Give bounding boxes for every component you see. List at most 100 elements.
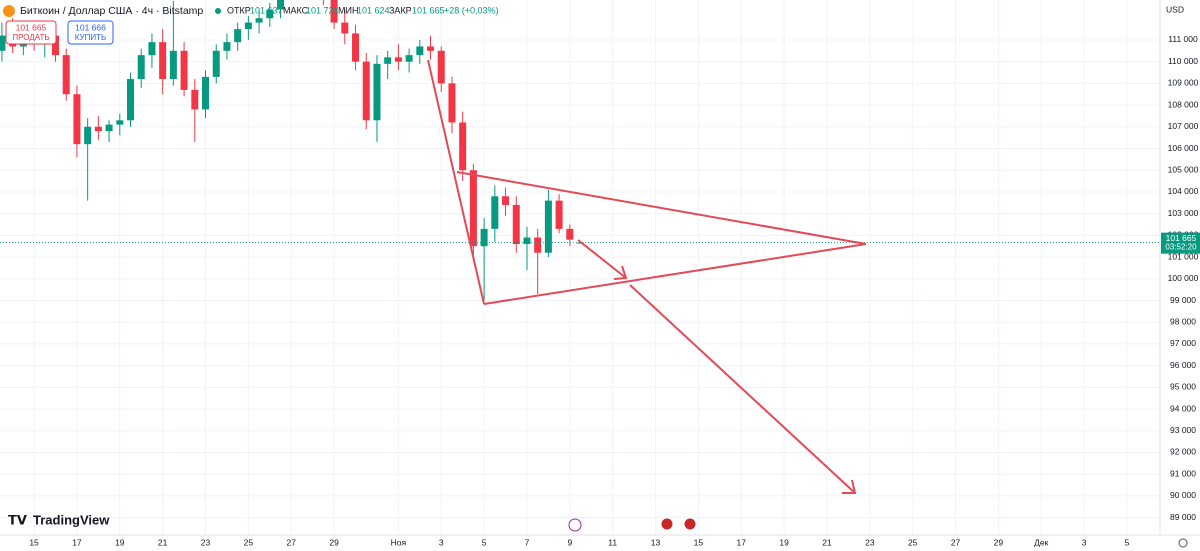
x-tick-label: Ноя <box>391 537 407 547</box>
candle-body <box>373 63 381 121</box>
candle-body <box>62 55 70 95</box>
buy-label[interactable]: КУПИТЬ <box>75 33 106 42</box>
currency[interactable]: USD <box>1166 4 1184 14</box>
coin-icon <box>3 5 15 17</box>
sell-label[interactable]: ПРОДАТЬ <box>12 33 49 42</box>
y-tick-label: 95 000 <box>1170 382 1196 392</box>
y-tick-label: 110 000 <box>1168 56 1198 66</box>
ohlc-value: 101 637 <box>250 5 283 15</box>
x-tick-label: 15 <box>694 537 704 547</box>
y-tick-label: 107 000 <box>1168 121 1199 131</box>
candle-body <box>212 50 220 77</box>
drawings <box>427 59 867 494</box>
candle-body <box>555 200 563 229</box>
x-tick-label: 25 <box>908 537 918 547</box>
y-tick-label: 99 000 <box>1170 295 1196 305</box>
y-tick-label: 106 000 <box>1168 143 1199 153</box>
x-tick-label: 23 <box>201 537 211 547</box>
candle-body <box>427 46 435 51</box>
x-tick-label: 9 <box>567 537 572 547</box>
arrow <box>577 239 628 280</box>
candle-body <box>405 55 413 62</box>
candle-body <box>223 42 231 51</box>
x-tick-label: 21 <box>158 537 168 547</box>
countdown: 03:52:20 <box>1165 243 1197 252</box>
price-tag <box>1161 232 1200 254</box>
candle-body <box>244 22 252 30</box>
x-tick-label: 7 <box>525 537 530 547</box>
x-tick-label: 5 <box>482 537 487 547</box>
candle-body <box>534 237 542 253</box>
change: +28 (+0,03%) <box>444 5 499 15</box>
x-tick-label: 23 <box>865 537 875 547</box>
y-tick-label: 109 000 <box>1168 78 1199 88</box>
buy-box[interactable] <box>67 20 114 45</box>
candle-body <box>234 29 242 43</box>
y-tick-label: 98 000 <box>1170 316 1196 326</box>
sell-price[interactable]: 101 665 <box>16 22 47 32</box>
trend-line <box>427 59 485 305</box>
candle-body <box>180 50 188 90</box>
trend-line <box>483 243 867 305</box>
x-tick-label: 21 <box>822 537 832 547</box>
ohlc-label: ОТКР <box>227 5 251 15</box>
candle-body <box>512 204 520 245</box>
x-tick-label: 17 <box>72 537 82 547</box>
x-tick-label: 19 <box>115 537 125 547</box>
candle-body <box>448 83 456 123</box>
candle-body <box>523 237 531 245</box>
x-tick-label: 3 <box>439 537 444 547</box>
candle-body <box>105 124 113 132</box>
candle-body <box>480 228 488 247</box>
candle-body <box>52 35 60 56</box>
ohlc-value: 101 624 <box>357 5 390 15</box>
y-tick-label: 91 000 <box>1170 468 1196 478</box>
candle-body <box>491 196 499 229</box>
candle-body <box>277 0 285 10</box>
y-tick-label: 104 000 <box>1168 186 1199 196</box>
candle-body <box>384 57 392 64</box>
candle-body <box>544 200 552 253</box>
status-dot <box>215 8 221 14</box>
candle-body <box>94 126 102 132</box>
candle-body <box>137 55 145 80</box>
x-tick-label: 27 <box>951 537 961 547</box>
x-tick-label: 29 <box>994 537 1004 547</box>
candle-body <box>416 46 424 56</box>
y-tick-label: 111 000 <box>1168 34 1198 44</box>
event-icon[interactable] <box>568 518 582 532</box>
candle-body <box>202 76 210 110</box>
candle-body <box>502 196 510 205</box>
x-tick-label: 13 <box>651 537 661 547</box>
candle-body <box>362 61 370 121</box>
buy-price[interactable]: 101 666 <box>75 22 106 32</box>
y-tick-label: 92 000 <box>1170 447 1196 457</box>
settings-icon[interactable] <box>1178 538 1188 548</box>
ohlc-value: 101 721 <box>306 5 339 15</box>
x-tick-label: Дек <box>1034 537 1048 547</box>
ohlc-label: МИН <box>338 5 358 15</box>
x-tick-label: 3 <box>1082 537 1087 547</box>
sell-button[interactable]: 101 665 ПРОДАТЬ <box>5 20 57 45</box>
candle-body <box>0 35 6 51</box>
y-tick-label: 97 000 <box>1170 338 1196 348</box>
flag-icon[interactable] <box>660 517 674 531</box>
ohlc-value: 101 665 <box>412 5 445 15</box>
candle-body <box>566 228 574 240</box>
candle-body <box>148 42 156 56</box>
x-tick-label: 15 <box>29 537 39 547</box>
x-tick-label: 29 <box>329 537 339 547</box>
sell-box[interactable] <box>5 20 57 45</box>
candle-body <box>159 42 167 80</box>
x-tick-label: 17 <box>737 537 747 547</box>
candle-body <box>266 9 274 19</box>
y-tick-label: 90 000 <box>1170 490 1196 500</box>
flag-icon[interactable] <box>683 517 697 531</box>
plot <box>0 0 1160 301</box>
candle-body <box>116 120 124 125</box>
buy-button[interactable]: 101 666 КУПИТЬ <box>67 20 114 45</box>
grid <box>0 0 1160 535</box>
y-tick-label: 93 000 <box>1170 425 1196 435</box>
